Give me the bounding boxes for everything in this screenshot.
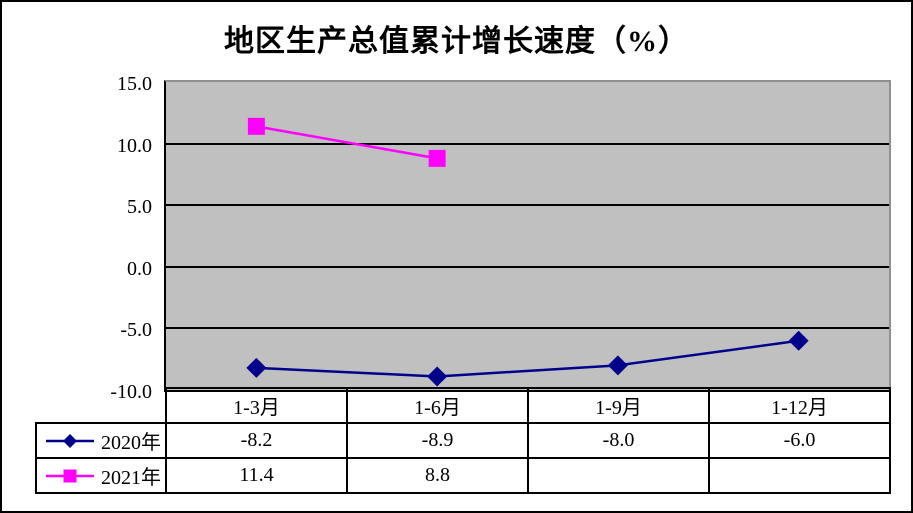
table-value-cell: 8.8 (346, 457, 529, 494)
diamond-marker-icon (607, 355, 628, 376)
table-header-cell: 1-6月 (346, 387, 529, 424)
legend-cell-2021年: 2021年 (35, 457, 167, 494)
diamond-marker-icon (788, 330, 809, 351)
diamond-marker-icon (427, 366, 448, 387)
series-plot (246, 117, 809, 387)
table-value-cell (527, 457, 710, 494)
series-line-2020年 (256, 339, 799, 378)
table-value-cell: 11.4 (165, 457, 348, 494)
legend-label: 2020年 (101, 432, 161, 454)
square-marker-icon (428, 149, 446, 167)
table-header-cell: 1-12月 (708, 387, 891, 424)
table-value-cell: -8.2 (165, 422, 348, 459)
y-axis-tick-label: 0.0 (127, 257, 152, 280)
chart-title: 地区生产总值累计增长速度（%） (224, 25, 689, 58)
table-value-cell: -8.0 (527, 422, 710, 459)
gridline (166, 143, 889, 145)
series-line-2021年 (256, 125, 438, 160)
legend-square-icon (46, 469, 94, 482)
y-axis-tick-label: -5.0 (120, 319, 152, 342)
y-axis-tick-label: 15.0 (117, 73, 152, 95)
table-value-cell: -8.9 (346, 422, 529, 459)
gridline (166, 266, 889, 268)
gridline (166, 204, 889, 206)
square-marker-icon (247, 117, 265, 135)
y-axis-tick-label: 10.0 (117, 134, 152, 157)
legend-diamond-icon (46, 433, 94, 448)
table-header-cell: 1-3月 (165, 387, 348, 424)
diamond-marker-icon (246, 357, 267, 378)
table-value-cell: -6.0 (708, 422, 891, 459)
plot-area (164, 80, 891, 392)
data-table: 1-3月 1-6月 1-9月 1-12月 2020年 -8.2 -8.9 -8.0 -6.0 20… (35, 387, 891, 494)
y-axis-tick-label: -10.0 (110, 381, 152, 403)
table-spacer-cell (36, 388, 166, 423)
legend-cell-2020年: 2020年 (35, 422, 167, 459)
legend-label: 2021年 (101, 467, 161, 489)
table-header-cell: 1-9月 (527, 387, 710, 424)
gridline (166, 327, 889, 329)
y-axis-tick-label: 5.0 (127, 196, 152, 219)
table-value-cell (708, 457, 891, 494)
